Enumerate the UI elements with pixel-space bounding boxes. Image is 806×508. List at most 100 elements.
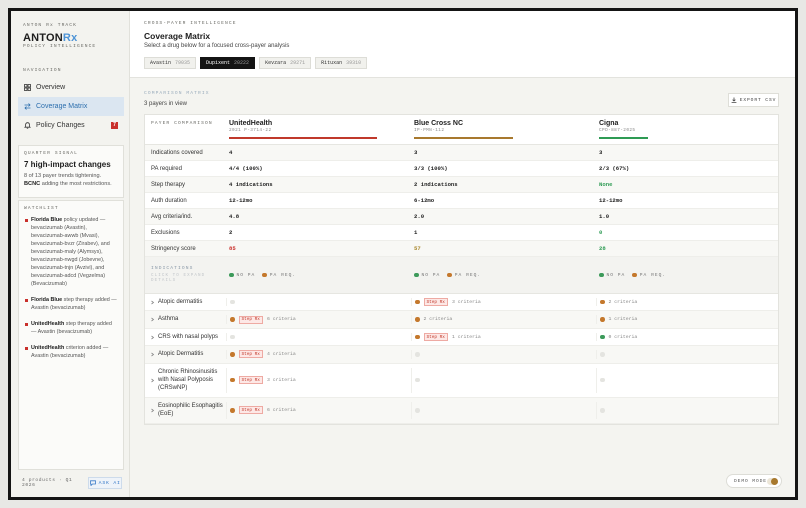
indication-row[interactable]: CRS with nasal polyps Step Rx 1 criteria 0 … [145, 328, 778, 347]
watch-payer: Florida Blue [31, 217, 63, 223]
legend-dot [229, 272, 234, 278]
drug-name: Avastin [150, 60, 172, 66]
tagline: POLICY INTELLIGENCE [23, 44, 97, 49]
pa-dot [230, 377, 235, 383]
criteria: 3 criteria [451, 299, 481, 305]
nav-label: NAVIGATION [23, 68, 62, 73]
legend-pa-req: PA REQ. [269, 272, 297, 278]
chevron [151, 300, 155, 305]
watch-text: step therapy added — Avastin (bevacizuma… [31, 321, 112, 335]
stringency-bar [229, 137, 377, 139]
metric-value: 2.0 [414, 213, 425, 220]
drug-tab[interactable]: Avastin 79035 [144, 57, 197, 69]
indication-row[interactable]: Atopic Dermatitis Step Rx 4 criteria [145, 346, 780, 364]
drug-tabs: Avastin 79035 Dupixent 20222 Kevzara 29271 Rit… [144, 57, 368, 69]
indication-label: Asthma [145, 315, 226, 323]
nav-icon-part [24, 87, 28, 91]
indication-cell: 2 criteria [596, 298, 780, 307]
criteria: 3 criteria [266, 377, 296, 383]
indication-name: Chronic Rhinosinusitis with Nasal Polypo… [158, 368, 218, 392]
indication-cell [411, 367, 596, 393]
content: COMPARISON MATRIX 3 payers in view EXPORT … [130, 78, 795, 497]
metric-value: 3 [414, 149, 418, 156]
legend-no-pa: NO PA [421, 272, 441, 278]
indication-cell [411, 350, 596, 359]
legend-pa-req: PA REQ. [454, 272, 482, 278]
nav-item[interactable]: Coverage Matrix [18, 97, 124, 116]
indications-title: INDICATIONS CLICK TO EXPAND DETAILS [145, 266, 226, 284]
indication-label: CRS with nasal polyps [145, 333, 226, 341]
chevron-part [151, 378, 155, 383]
indications-header: INDICATIONS CLICK TO EXPAND DETAILS NO PA P… [145, 257, 778, 294]
indication-label: Atopic dermatitis [145, 298, 226, 306]
nav-item[interactable]: Policy Changes 7 [18, 116, 124, 135]
no-data-dot [600, 352, 605, 357]
watch-bullet [25, 347, 28, 350]
demo-switch [767, 477, 778, 485]
payer-header: UnitedHealth 2021 P-3714-22 [226, 115, 411, 144]
metric-row: Step therapy 4 indications 2 indications No… [145, 177, 778, 193]
criteria: 2 criteria [608, 299, 638, 305]
indication-cell: 1 criteria [596, 315, 780, 324]
indication-row[interactable]: Eosinophilic Esophagitis (EoE) Step Rx 6 c… [145, 397, 778, 424]
metric-label: Indications covered [151, 149, 203, 156]
stringency-bar [414, 137, 514, 139]
step-badge: Step Rx [238, 315, 263, 324]
no-data-dot [415, 352, 420, 357]
legend-pa-req: PA REQ. [639, 272, 667, 278]
indication-cell [226, 298, 411, 307]
watch-text: criterion added — Avastin (bevacizumab) [31, 345, 109, 359]
ask-ai-button[interactable]: ASK AI [88, 477, 122, 489]
watchlist-label: WATCHLIST [24, 206, 59, 211]
legend-dot [632, 272, 637, 278]
indication-cell: 2 criteria [411, 315, 596, 324]
metric-value: 3 [599, 149, 603, 156]
indication-row[interactable]: Asthma Step Rx 6 criteria 2 criteria 1 crite… [145, 311, 780, 329]
drug-tab[interactable]: Kevzara 29271 [259, 57, 312, 69]
legend-dot [599, 272, 604, 278]
legend-dot [262, 272, 267, 278]
drug-tab[interactable]: Dupixent 20222 [200, 57, 256, 69]
nav-icon [24, 84, 31, 91]
metric-value: 85 [229, 245, 236, 252]
page-title: Coverage Matrix [144, 31, 211, 41]
metric-value: 6-12mo [414, 197, 435, 204]
chevron [151, 408, 155, 413]
export-button[interactable]: EXPORT CSV [728, 93, 779, 107]
indication-row[interactable]: Atopic dermatitis Step Rx 3 criteria 2 crit… [145, 294, 780, 312]
sidebar: ANTON Rx TRACK ANTONRx POLICY INTELLIGENCE… [11, 11, 130, 497]
nav-text: Overview [36, 84, 66, 91]
indication-cell [596, 350, 780, 359]
demo-toggle[interactable]: DEMO MODE [726, 474, 782, 488]
indications-label: INDICATIONS [151, 266, 194, 271]
ask-ai-text: ASK AI [98, 480, 121, 486]
legend-no-pa: NO PA [236, 272, 256, 278]
legend-dot [414, 272, 419, 278]
nav-icon-part [24, 122, 31, 128]
no-data-dot [230, 299, 235, 305]
nav-item[interactable]: Overview [18, 78, 124, 97]
app: ANTON Rx TRACK ANTONRx POLICY INTELLIGENCE… [11, 11, 795, 497]
criteria: 4 criteria [266, 351, 296, 357]
pa-dot [600, 317, 605, 322]
page-subtitle: Select a drug below for a focused cross-… [144, 43, 290, 49]
legend-dot [447, 272, 452, 278]
signal-text-after: adding the most restrictions. [40, 181, 112, 187]
watchlist-box: WATCHLIST Florida Blue policy updated — b… [18, 200, 124, 470]
chevron-part [151, 300, 155, 305]
nav-text: Coverage Matrix [36, 103, 88, 110]
indication-row[interactable]: Chronic Rhinosinusitis with Nasal Polypo… [145, 363, 778, 398]
indication-label: Eosinophilic Esophagitis (EoE) [145, 402, 226, 419]
nav-icon-part [24, 106, 31, 110]
indication-name: Atopic Dermatitis [158, 351, 204, 358]
metric-value: 57 [414, 245, 421, 252]
watch-item: UnitedHealth criterion added — Avastin (… [24, 344, 118, 360]
footer-summary: 4 products · Q1 2026 [22, 478, 73, 488]
no-data-dot [415, 408, 420, 413]
watch-payer: Florida Blue [31, 297, 63, 303]
drug-tab[interactable]: Rituxan 39310 [315, 57, 368, 69]
criteria: 0 criteria [608, 334, 638, 340]
metric-row: PA required 4/4 (100%) 3/3 (100%) 2/3 (67%) [145, 161, 778, 177]
chat-icon-part [89, 480, 96, 486]
nav-icon-part [24, 103, 31, 107]
